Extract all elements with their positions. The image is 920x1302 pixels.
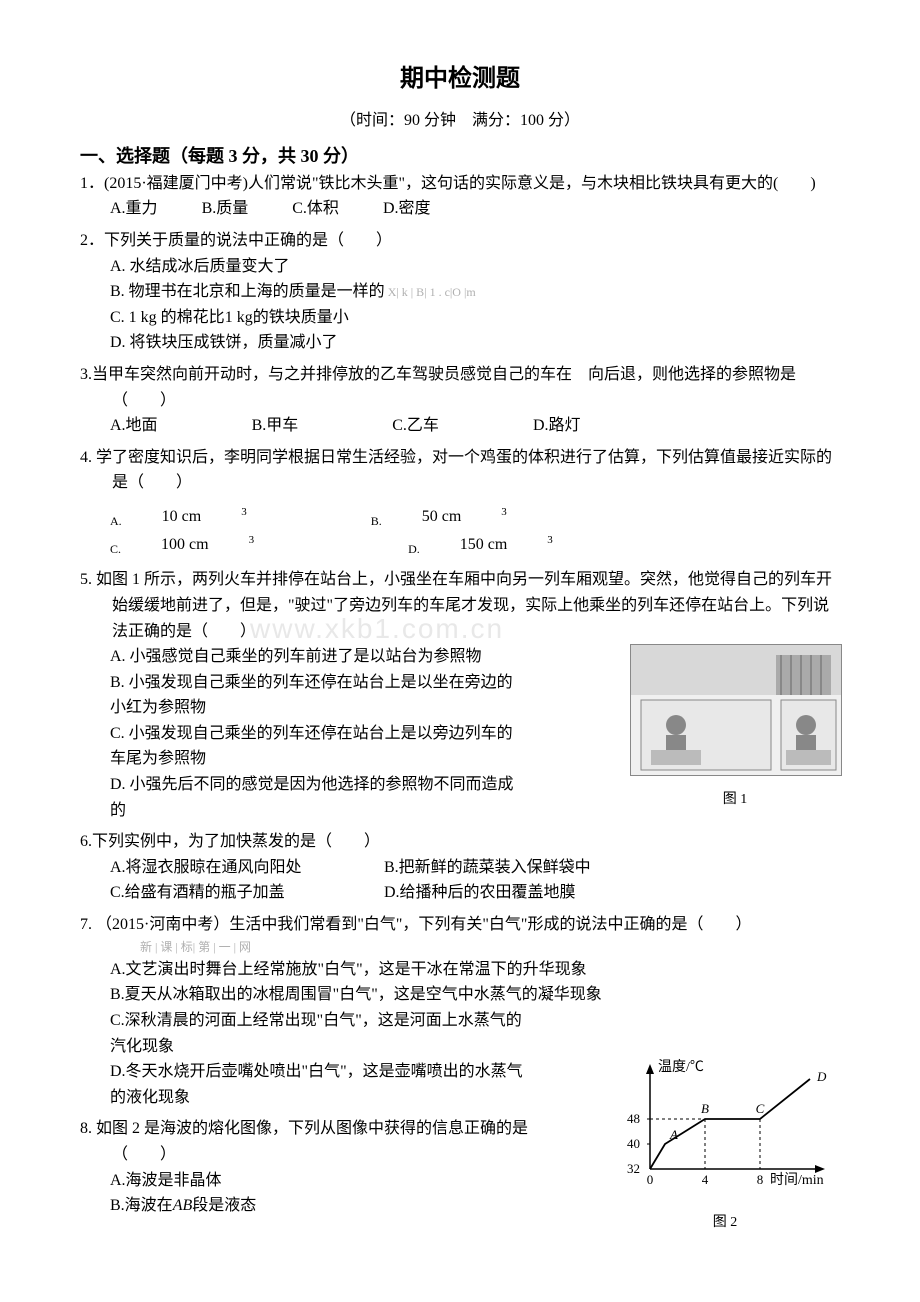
option-a: A. 10 cm3: [110, 504, 287, 532]
gray-note: X| k | B| 1 . c|O |m: [385, 285, 476, 299]
option-a: A. 水结成冰后质量变大了: [110, 254, 840, 280]
option-b: B.夏天从冰箱取出的冰棍周围冒"白气"，这是空气中水蒸气的凝华现象: [110, 982, 840, 1008]
option-c: C.深秋清晨的河面上经常出现"白气"，这是河面上水蒸气的汽化现象: [110, 1008, 528, 1059]
option-c: C.体积: [292, 196, 339, 222]
option-b: B.甲车: [252, 413, 299, 439]
option-d: D. 150 cm3: [408, 532, 593, 560]
option-c: C. 小强发现自己乘坐的列车还停在站台上是以旁边列车的车尾为参照物: [110, 721, 528, 772]
option-d: D.冬天水烧开后壶嘴处喷出"白气"，这是壶嘴喷出的水蒸气的液化现象: [110, 1059, 528, 1110]
question-text: 7. （2015·河南中考）生活中我们常看到"白气"，下列有关"白气"形成的说法…: [80, 912, 840, 938]
question-text: 4. 学了密度知识后，李明同学根据日常生活经验，对一个鸡蛋的体积进行了估算，下列…: [80, 445, 840, 496]
question-text: 3.当甲车突然向前开动时，与之并排停放的乙车驾驶员感觉自己的车在 向后退，则他选…: [80, 362, 840, 413]
question-7: 7. （2015·河南中考）生活中我们常看到"白气"，下列有关"白气"形成的说法…: [80, 912, 840, 1110]
question-text: 8. 如图 2 是海波的熔化图像，下列从图像中获得的信息正确的是（ ）: [80, 1116, 530, 1167]
figure-1-caption: 图 1: [630, 789, 840, 811]
svg-text:B: B: [701, 1101, 709, 1116]
option-b: B.质量: [202, 196, 249, 222]
option-b: B. 小强发现自己乘坐的列车还停在站台上是以坐在旁边的小红为参照物: [110, 670, 528, 721]
question-8: 8. 如图 2 是海波的熔化图像，下列从图像中获得的信息正确的是（ ） A.海波…: [80, 1116, 840, 1234]
option-c: C.给盛有酒精的瓶子加盖: [110, 880, 380, 906]
option-a: A.海波是非晶体: [110, 1168, 528, 1194]
question-text: 1．(2015·福建厦门中考)人们常说"铁比木头重"，这句话的实际意义是，与木块…: [80, 171, 840, 197]
question-1: 1．(2015·福建厦门中考)人们常说"铁比木头重"，这句话的实际意义是，与木块…: [80, 171, 840, 222]
section-1-header: 一、选择题（每题 3 分，共 30 分）: [80, 142, 840, 171]
question-text: 5. 如图 1 所示，两列火车并排停在站台上，小强坐在车厢中向另一列车厢观望。突…: [80, 567, 840, 644]
option-c: C. 100 cm3: [110, 532, 294, 560]
options-row2: C.给盛有酒精的瓶子加盖 D.给播种后的农田覆盖地膜: [110, 880, 840, 906]
options-row1: A.将湿衣服晾在通风向阳处 B.把新鲜的蔬菜装入保鲜袋中: [110, 855, 840, 881]
gray-note: 新 | 课 | 标| 第 | 一 | 网: [140, 938, 840, 957]
question-2: 2．下列关于质量的说法中正确的是（ ） A. 水结成冰后质量变大了 B. 物理书…: [80, 228, 840, 356]
option-b: B.海波在AB段是液态: [110, 1193, 528, 1219]
svg-text:C: C: [756, 1101, 765, 1116]
option-c: C. 1 kg 的棉花比1 kg的铁块质量小: [110, 305, 840, 331]
figure-1: 图 1: [630, 644, 840, 811]
question-3: 3.当甲车突然向前开动时，与之并排停放的乙车驾驶员感觉自己的车在 向后退，则他选…: [80, 362, 840, 439]
option-a: A. 小强感觉自己乘坐的列车前进了是以站台为参照物: [110, 644, 528, 670]
train-illustration: [630, 644, 842, 776]
option-d: D. 将铁块压成铁饼，质量减小了: [110, 330, 840, 356]
option-b: B.把新鲜的蔬菜装入保鲜袋中: [384, 859, 591, 876]
page-subtitle: （时间：90 分钟 满分：100 分）: [80, 108, 840, 134]
option-d: D.密度: [383, 196, 431, 222]
option-d: D.路灯: [533, 413, 581, 439]
options: A.地面 B.甲车 C.乙车 D.路灯: [110, 413, 840, 439]
option-c: C.乙车: [392, 413, 439, 439]
option-b: B. 50 cm3: [371, 504, 547, 532]
question-4: 4. 学了密度知识后，李明同学根据日常生活经验，对一个鸡蛋的体积进行了估算，下列…: [80, 445, 840, 560]
options: A. 10 cm3 B. 50 cm3 C. 100 cm3 D. 150 cm…: [110, 504, 840, 559]
option-a: A.重力: [110, 196, 158, 222]
option-d: D. 小强先后不同的感觉是因为他选择的参照物不同而造成的: [110, 772, 528, 823]
question-text: 2．下列关于质量的说法中正确的是（ ）: [80, 228, 840, 254]
option-a: A.地面: [110, 413, 158, 439]
option-a: A.文艺演出时舞台上经常施放"白气"，这是干冰在常温下的升华现象: [110, 957, 840, 983]
svg-text:温度/℃: 温度/℃: [658, 1059, 704, 1075]
svg-text:D: D: [816, 1069, 827, 1084]
page-title: 期中检测题: [80, 60, 840, 98]
option-b: B. 物理书在北京和上海的质量是一样的 X| k | B| 1 . c|O |m: [110, 279, 840, 305]
option-a: A.将湿衣服晾在通风向阳处: [110, 855, 380, 881]
question-6: 6.下列实例中，为了加快蒸发的是（ ） A.将湿衣服晾在通风向阳处 B.把新鲜的…: [80, 829, 840, 906]
options: A.重力 B.质量 C.体积 D.密度: [110, 196, 840, 222]
question-5: www.xkb1.com.cn 5. 如图 1 所示，两列火车并排停在站台上，小…: [80, 567, 840, 823]
option-d: D.给播种后的农田覆盖地膜: [384, 884, 576, 901]
question-text: 6.下列实例中，为了加快蒸发的是（ ）: [80, 829, 840, 855]
